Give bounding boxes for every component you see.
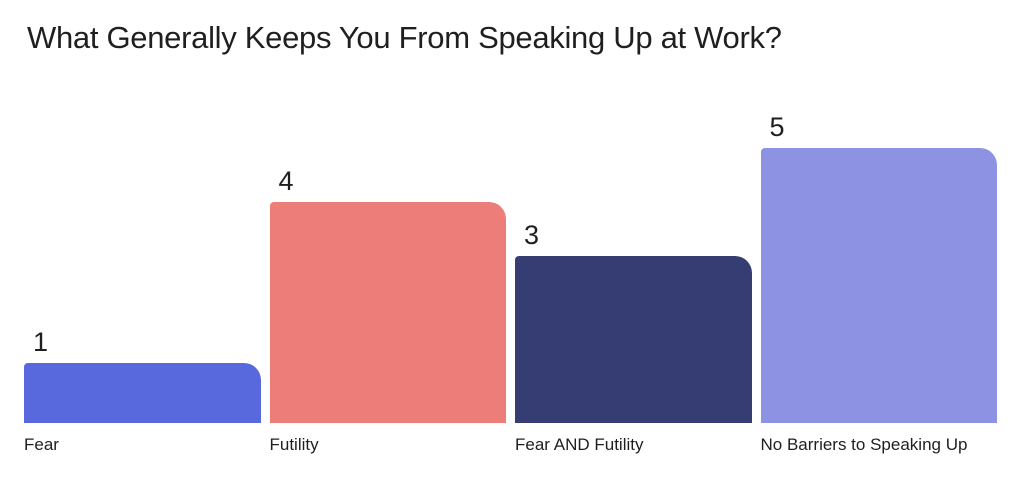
bar-category-label: No Barriers to Speaking Up	[760, 435, 968, 454]
bar-category-label: Fear	[24, 435, 59, 454]
bar-category-label: Futility	[269, 435, 319, 454]
bar-group-no-barriers: 5 No Barriers to Speaking Up	[760, 112, 997, 487]
bar-category-label: Fear AND Futility	[515, 435, 644, 454]
bar-group-futility: 4 Futility	[269, 166, 506, 487]
bar-value-label: 1	[33, 327, 49, 357]
chart-title: What Generally Keeps You From Speaking U…	[27, 20, 782, 55]
bar-chart: 1 Fear 4 Futility 3 Fear AND Futility 5 …	[24, 114, 997, 487]
bar-group-fear-and-futility: 3 Fear AND Futility	[515, 222, 752, 487]
bar-futility	[269, 202, 506, 423]
bar-value-label: 4	[278, 166, 294, 196]
bar-no-barriers	[760, 148, 997, 423]
bar-value-label: 5	[769, 112, 785, 142]
bar-fear	[24, 363, 261, 423]
bar-group-fear: 1 Fear	[24, 329, 261, 487]
bar-fear-and-futility	[515, 256, 752, 423]
bar-value-label: 3	[524, 220, 540, 250]
